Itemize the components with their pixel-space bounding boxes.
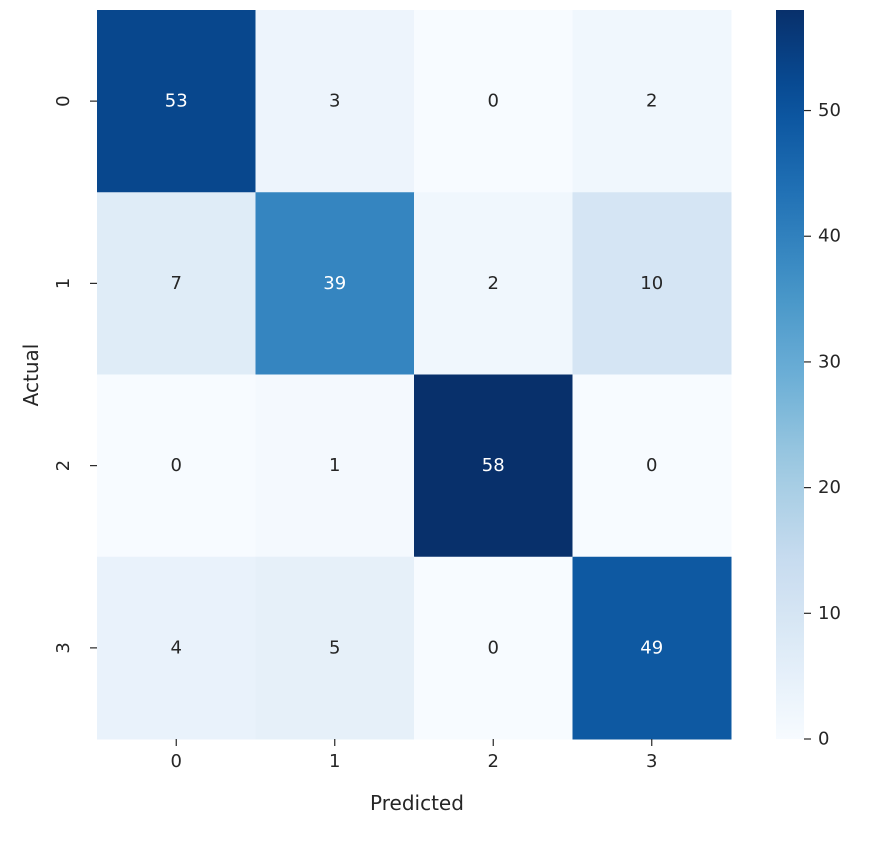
colorbar-tick-label-5: 50 xyxy=(818,100,841,121)
y-axis-label: Actual xyxy=(19,344,43,407)
cell-value-r0-c1: 3 xyxy=(329,91,340,112)
heatmap-cell-r1-c2 xyxy=(414,192,573,375)
heatmap-cell-r0-c3 xyxy=(572,10,732,193)
y-tick-label-2: 2 xyxy=(53,460,74,471)
heatmap-cell-r0-c2 xyxy=(414,10,573,193)
heatmap-cell-r2-c0 xyxy=(97,374,256,558)
cell-value-r2-c1: 1 xyxy=(329,455,340,476)
colorbar: 0 10 20 30 40 50 xyxy=(776,10,841,750)
colorbar-gradient xyxy=(776,10,804,739)
cell-value-r3-c1: 5 xyxy=(329,637,340,658)
heatmap-cell-r2-c1 xyxy=(255,374,415,558)
cell-annotations: 53 3 0 2 7 39 2 10 0 1 58 0 4 5 0 49 xyxy=(165,91,663,659)
x-tick-label-3: 3 xyxy=(646,751,657,772)
heatmap-cell-r0-c0 xyxy=(97,10,256,193)
heatmap-cell-r3-c1 xyxy=(255,556,415,740)
cell-value-r0-c0: 53 xyxy=(165,91,188,112)
heatmap-cell-r3-c2 xyxy=(414,556,573,740)
cell-value-r3-c0: 4 xyxy=(171,637,182,658)
cell-value-r1-c2: 2 xyxy=(488,273,499,294)
x-axis-label: Predicted xyxy=(370,791,464,815)
cell-value-r1-c3: 10 xyxy=(640,273,663,294)
heatmap-cell-r3-c0 xyxy=(97,556,256,740)
heatmap-cell-r3-c3 xyxy=(572,556,732,740)
cell-value-r1-c1: 39 xyxy=(323,273,346,294)
heatmap-cell-r2-c2 xyxy=(414,374,573,558)
y-tick-label-0: 0 xyxy=(53,95,74,106)
x-tick-label-1: 1 xyxy=(329,751,340,772)
cell-value-r2-c3: 0 xyxy=(646,455,657,476)
colorbar-tick-label-4: 40 xyxy=(818,226,841,247)
heatmap-cell-r1-c0 xyxy=(97,192,256,375)
y-tick-label-3: 3 xyxy=(53,642,74,653)
cell-value-r2-c0: 0 xyxy=(171,455,182,476)
cell-value-r1-c0: 7 xyxy=(171,273,182,294)
colorbar-tick-label-1: 10 xyxy=(818,603,841,624)
heatmap-cell-r1-c1 xyxy=(255,192,415,375)
heatmap-cells xyxy=(97,10,732,740)
x-tick-label-2: 2 xyxy=(488,751,499,772)
heatmap-cell-r1-c3 xyxy=(572,192,732,375)
y-axis: 0 1 2 3 xyxy=(53,95,97,654)
cell-value-r3-c3: 49 xyxy=(640,637,663,658)
cell-value-r3-c2: 0 xyxy=(488,637,499,658)
colorbar-tick-label-2: 20 xyxy=(818,477,841,498)
colorbar-tick-label-0: 0 xyxy=(818,729,829,750)
cell-value-r0-c2: 0 xyxy=(488,91,499,112)
colorbar-tick-label-3: 30 xyxy=(818,351,841,372)
heatmap-cell-r2-c3 xyxy=(572,374,732,558)
cell-value-r0-c3: 2 xyxy=(646,91,657,112)
x-axis: 0 1 2 3 xyxy=(171,739,657,772)
y-tick-label-1: 1 xyxy=(53,278,74,289)
x-tick-label-0: 0 xyxy=(171,751,182,772)
heatmap-cell-r0-c1 xyxy=(255,10,415,193)
cell-value-r2-c2: 58 xyxy=(482,455,505,476)
